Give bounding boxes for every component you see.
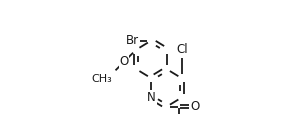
Text: O: O: [120, 55, 129, 68]
Text: Cl: Cl: [176, 43, 187, 56]
Text: Br: Br: [126, 34, 139, 47]
Text: N: N: [147, 91, 156, 104]
Text: CH₃: CH₃: [92, 74, 112, 84]
Text: O: O: [190, 100, 200, 113]
